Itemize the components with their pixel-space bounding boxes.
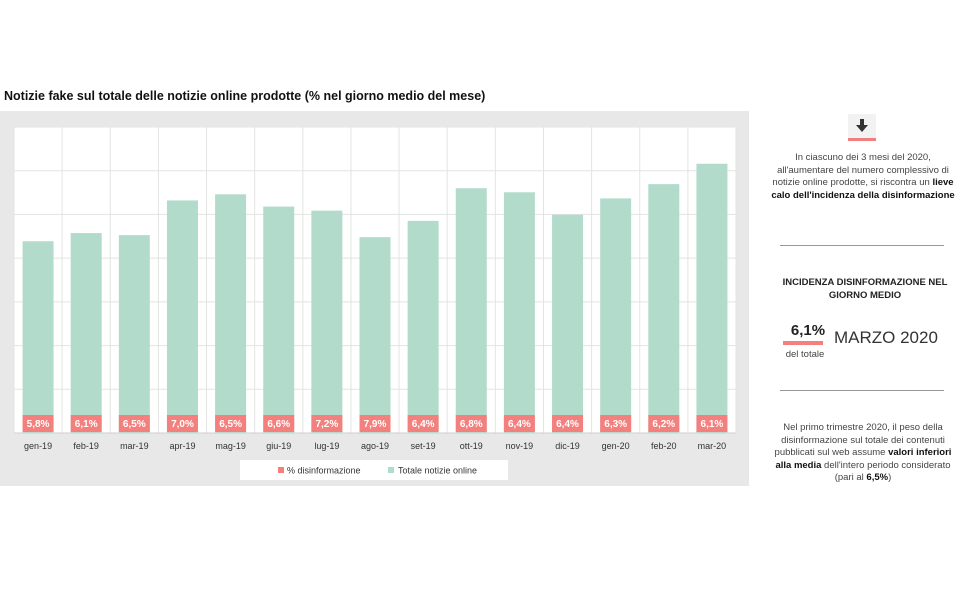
x-tick-label: lug-19 [314, 441, 339, 451]
bar-fake [696, 415, 728, 432]
data-label: 6,4% [508, 419, 531, 430]
x-tick-label: ago-19 [361, 441, 389, 451]
note-top-text: In ciascuno dei 3 mesi del 2020, all'aum… [772, 152, 949, 188]
bar-total [22, 241, 54, 433]
legend-label-total: Totale notizie online [398, 466, 477, 476]
bar-fake [503, 415, 535, 432]
bar-fake [22, 415, 54, 432]
note-bottom-average: 6,5% [866, 472, 889, 483]
divider-bottom [780, 390, 944, 391]
kpi-sub: del totale [785, 349, 825, 360]
chart-title: Notizie fake sul totale delle notizie on… [4, 89, 486, 103]
note-bottom-text: Nel primo trimestre 2020, il peso della … [774, 422, 945, 458]
bar-total [407, 220, 439, 433]
note-bottom-highlight: valori inferiori alla media [775, 447, 952, 471]
bar-total [696, 163, 728, 433]
note-bottom-text-3: ) [888, 472, 892, 483]
note-bottom: Nel primo trimestre 2020, il peso della … [770, 422, 956, 485]
data-label: 6,4% [412, 419, 435, 430]
kpi-underline [783, 341, 823, 345]
bar-fake [552, 415, 584, 432]
data-label: 5,8% [27, 419, 50, 430]
data-label: 6,6% [267, 419, 290, 430]
bar-total [70, 233, 102, 433]
x-tick-label: mar-19 [120, 441, 149, 451]
bar-total [648, 184, 680, 433]
data-label: 6,2% [652, 419, 675, 430]
x-tick-label: feb-19 [73, 441, 99, 451]
bar-chart: 5,8% gen-19 6,1% feb-19 6,5% mar-19 7,0% apr-19… [13, 126, 737, 480]
note-top-highlight: lieve calo dell'incidenza della disinfor… [771, 177, 955, 201]
data-label: 6,1% [701, 419, 724, 430]
x-tick-label: set-19 [411, 441, 436, 451]
x-tick-label: dic-19 [555, 441, 580, 451]
x-tick-label: mag-19 [215, 441, 246, 451]
divider-top [780, 245, 944, 246]
bar-total [118, 235, 150, 433]
bar-fake [311, 415, 343, 432]
kpi-value: 6,1% [790, 322, 826, 339]
bar-total [215, 194, 247, 433]
note-bottom-text-2: dell'intero periodo considerato (pari al [821, 459, 951, 484]
x-tick-label: giu-19 [266, 441, 291, 451]
bar-total [311, 210, 343, 433]
bar-fake [648, 415, 680, 432]
x-tick-label: mar-20 [698, 441, 727, 451]
kpi-heading: INCIDENZA DISINFORMAZIONE NEL GIORNO MED… [782, 277, 948, 301]
bar-fake [215, 415, 247, 432]
data-label: 7,2% [315, 419, 338, 430]
x-tick-label: apr-19 [169, 441, 195, 451]
bar-fake [118, 415, 150, 432]
legend [240, 460, 508, 480]
bar-fake [166, 415, 198, 432]
data-label: 7,0% [171, 419, 194, 430]
chart-panel: 5,8% gen-19 6,1% feb-19 6,5% mar-19 7,0% apr-19… [0, 111, 749, 486]
bar-fake [455, 415, 487, 432]
bar-total [263, 206, 295, 433]
x-tick-label: gen-20 [602, 441, 630, 451]
bar-total [600, 198, 632, 433]
data-label: 6,4% [556, 419, 579, 430]
note-top: In ciascuno dei 3 mesi del 2020, all'aum… [770, 152, 956, 202]
down-arrow-icon [848, 114, 876, 141]
legend-label-fake: % disinformazione [287, 466, 361, 476]
bar-total [455, 188, 487, 433]
bar-fake [600, 415, 632, 432]
bar-total [503, 192, 535, 433]
legend-swatch-fake [278, 467, 284, 473]
data-label: 6,5% [123, 419, 146, 430]
data-label: 6,3% [604, 419, 627, 430]
data-label: 7,9% [364, 419, 387, 430]
bar-fake [359, 415, 391, 432]
bar-fake [407, 415, 439, 432]
data-label: 6,8% [460, 419, 483, 430]
bar-total [166, 200, 198, 433]
x-tick-label: gen-19 [24, 441, 52, 451]
bar-total [359, 237, 391, 433]
x-tick-label: nov-19 [506, 441, 534, 451]
x-tick-label: ott-19 [460, 441, 483, 451]
kpi-month: MARZO 2020 [834, 328, 938, 347]
bar-fake [70, 415, 102, 432]
bar-fake [263, 415, 295, 432]
bar-total [552, 214, 584, 433]
data-label: 6,5% [219, 419, 242, 430]
legend-swatch-total [388, 467, 394, 473]
data-label: 6,1% [75, 419, 98, 430]
x-tick-label: feb-20 [651, 441, 677, 451]
